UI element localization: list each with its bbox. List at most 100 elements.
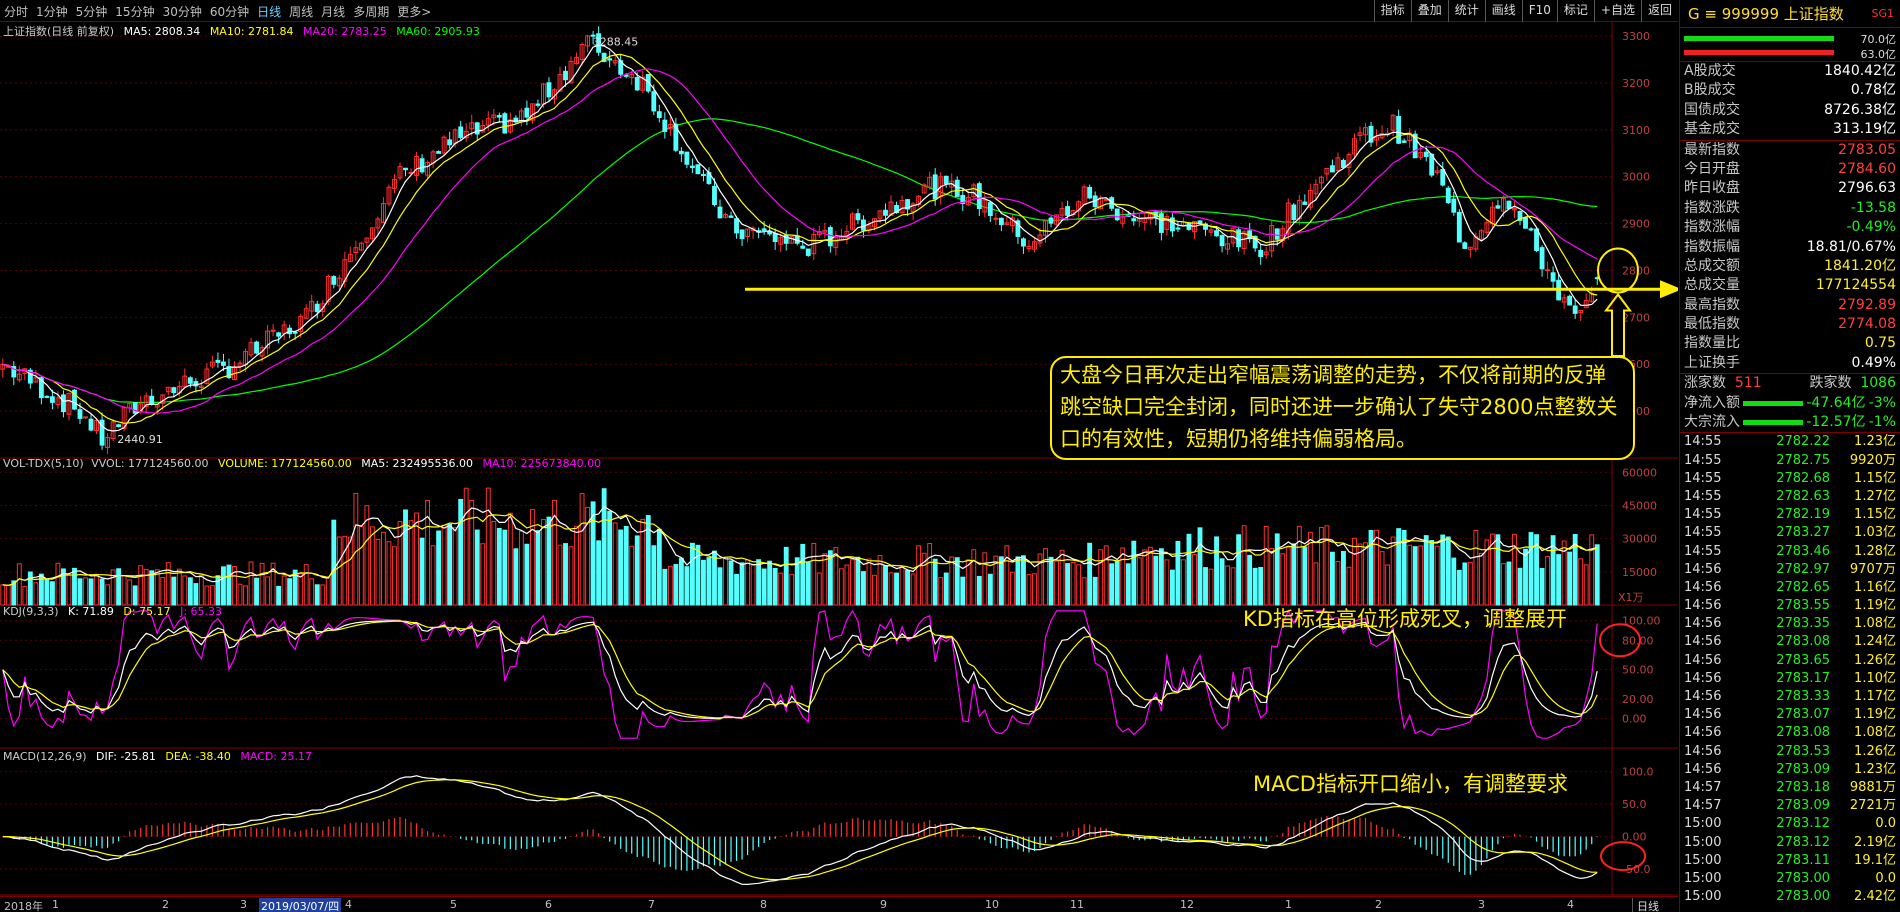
candle-body	[1158, 213, 1164, 233]
candle-body	[568, 60, 574, 84]
candle-body	[1258, 249, 1264, 258]
volume-bar	[49, 581, 55, 606]
volume-bar	[899, 566, 905, 606]
tool-button[interactable]: 统计	[1447, 0, 1485, 22]
tick-price: 2783.33	[1776, 689, 1830, 705]
k-line	[2, 620, 1598, 720]
candle-body	[1550, 272, 1556, 282]
candle-body	[1164, 216, 1170, 230]
turnover-row-value: 0.78亿	[1850, 82, 1896, 99]
candle-body	[905, 199, 911, 210]
candle-body	[761, 228, 767, 231]
volume-bar	[833, 547, 839, 606]
candle-body	[712, 185, 717, 206]
volume-bar	[1467, 561, 1473, 606]
candle-body	[221, 361, 226, 366]
dea-line	[2, 779, 1598, 881]
tick-row: 14:57 2783.09 2721万	[1680, 797, 1900, 815]
dif-line	[2, 775, 1598, 886]
volume-bar	[1247, 554, 1253, 606]
quote-row-value: 2792.89	[1838, 296, 1896, 313]
tick-time: 14:56	[1684, 761, 1722, 777]
period-toolbar: 分时 1分钟 5分钟 15分钟 30分钟 60分钟 日线 周线 月线 多周期 更多> 指标 叠加 统计画…	[0, 0, 1678, 22]
kline-chart[interactable]: 3300320031003000290028002700260025006000…	[0, 22, 1678, 912]
volume-bar	[474, 529, 480, 606]
quote-row-label: 指数涨跌	[1684, 199, 1740, 216]
period-tab[interactable]: 1分钟	[36, 5, 68, 19]
d-line	[2, 620, 1598, 719]
tool-button[interactable]: 指标	[1373, 0, 1411, 22]
time-tick: 12	[1180, 898, 1194, 911]
chart-period-tab[interactable]: 日线	[1632, 898, 1659, 912]
volume-bar	[1098, 549, 1104, 606]
volume-bar	[987, 573, 993, 606]
period-tab[interactable]: 60分钟	[209, 5, 250, 19]
kd-annotation: KD指标在高位形成死叉，调整展开	[1243, 607, 1567, 631]
volume-bar	[77, 578, 83, 606]
tick-list[interactable]: 14:55 2782.22 1.23亿 14:55 2782.75 9920万 14:55 2…	[1680, 433, 1900, 906]
volume-bar	[116, 568, 122, 606]
time-tick: 1	[1285, 898, 1292, 911]
volume-bar	[927, 543, 933, 606]
period-tab[interactable]: 30分钟	[162, 5, 202, 19]
candle-body	[1396, 116, 1402, 144]
vol-tick: 45000	[1622, 499, 1657, 512]
volume-bar	[1550, 535, 1556, 606]
tool-button[interactable]: 标记	[1556, 0, 1594, 22]
period-tab[interactable]: 周线	[289, 5, 314, 19]
candle-body	[83, 416, 88, 419]
candle-body	[883, 209, 888, 216]
tick-time: 14:56	[1684, 634, 1722, 650]
period-tab[interactable]: 15分钟	[115, 5, 155, 19]
candle-body	[684, 151, 690, 165]
tick-price: 2783.12	[1776, 816, 1830, 832]
tool-button[interactable]: F10	[1521, 0, 1557, 22]
tick-row: 14:56 2783.07 1.19亿	[1680, 706, 1900, 724]
volume-bar	[541, 518, 546, 606]
candle-body	[1032, 241, 1037, 250]
period-tab[interactable]: 多周期	[353, 5, 390, 19]
volume-bar	[1032, 573, 1037, 606]
candle-body	[1214, 230, 1219, 237]
tool-button[interactable]: 画线	[1484, 0, 1522, 22]
volume-bar	[1545, 556, 1551, 606]
period-tab[interactable]: 月线	[321, 5, 346, 19]
candle-body	[1363, 127, 1368, 136]
period-tab[interactable]: 日线	[257, 5, 282, 19]
tick-volume: 1.10亿	[1854, 670, 1896, 686]
volume-bar	[1534, 534, 1539, 606]
volume-bar	[336, 536, 342, 606]
volume-bar	[712, 550, 717, 606]
volume-bar	[1313, 562, 1319, 606]
period-tab[interactable]: 更多>	[397, 5, 432, 19]
volume-bar	[1357, 543, 1363, 606]
volume-bar	[105, 584, 111, 606]
turnover-row-value: 8726.38亿	[1824, 101, 1896, 118]
volume-bar	[1208, 568, 1214, 606]
volume-value: VOLUME: 177124560.00	[218, 457, 352, 470]
vol-ma10-line	[2, 513, 1598, 586]
volume-bar	[99, 578, 105, 606]
volume-bar	[827, 550, 833, 606]
quote-row: 上证换手 0.49%	[1680, 354, 1900, 373]
candle-body	[899, 199, 905, 214]
candle-body	[634, 77, 640, 91]
tool-button[interactable]: 返回	[1640, 0, 1678, 22]
volume-bar	[667, 565, 673, 606]
candle-body	[149, 395, 155, 405]
tool-button[interactable]: 叠加	[1410, 0, 1448, 22]
price-tick: 2700	[1622, 311, 1650, 324]
volume-bar	[1269, 547, 1275, 606]
period-tab[interactable]: 分时	[4, 5, 29, 19]
volume-bar	[165, 562, 171, 606]
period-tab[interactable]: 5分钟	[75, 5, 108, 19]
candle-body	[667, 123, 673, 130]
ma-legend: 上证指数(日线 前复权) MA5: 2808.34 MA10: 2781.84 …	[3, 23, 480, 39]
volume-bar	[557, 544, 563, 606]
flow-list: 净流入额 -47.64亿 -3% 大宗流入 -12.57亿 -1%	[1680, 394, 1900, 433]
candle-body	[1219, 235, 1225, 247]
flow-row: 净流入额 -47.64亿 -3%	[1680, 394, 1900, 413]
candle-body	[656, 111, 662, 119]
tool-button[interactable]: +自选	[1593, 0, 1641, 22]
volume-bar	[1147, 546, 1153, 606]
